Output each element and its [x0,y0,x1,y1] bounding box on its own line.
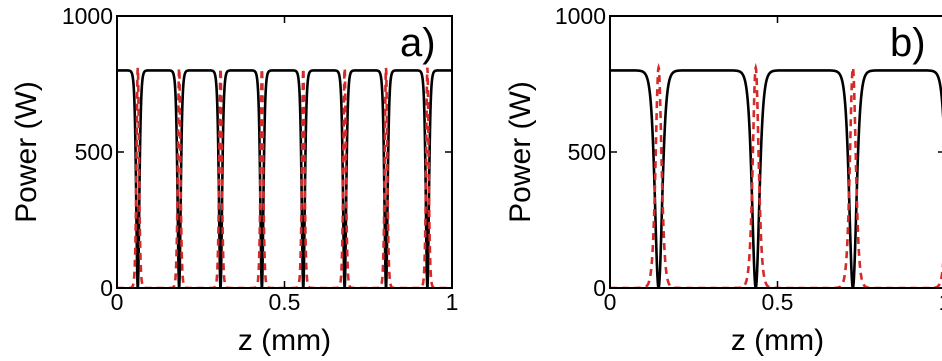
panel-a-y-tick-label: 1000 [62,3,113,29]
panel-b: 0 0.5 1 0 500 1000 z (mm) Power (W) b) [504,3,942,357]
panel-b-x-tick-label: 0.5 [762,289,794,315]
panel-b-series-solid-line [610,69,942,288]
panel-a-label: a) [400,21,436,65]
panel-b-y-tick-label: 500 [568,139,606,165]
panel-a: 0 0.5 1 0 500 1000 z (mm) Power (W) a) [10,3,458,357]
panel-a-x-tick-label: 0.5 [269,289,301,315]
panel-b-y-tick-label: 1000 [555,3,606,29]
panel-b-x-axis-label: z (mm) [731,324,824,357]
panel-b-x-tick-label: 1 [939,289,942,315]
panel-a-series-dashed-line [117,67,452,288]
panel-b-curves [610,62,942,288]
panel-a-y-tick-label: 500 [75,139,113,165]
panel-a-x-axis-label: z (mm) [238,324,331,357]
panel-a-curves [117,67,452,288]
panel-a-y-tick-label: 0 [100,275,113,301]
panel-b-y-axis-label: Power (W) [504,81,537,223]
panel-a-series-solid-line [117,69,452,288]
panel-b-x-tick-label: 0 [604,289,617,315]
panel-a-x-tick-label: 0 [111,289,124,315]
panel-a-y-axis-label: Power (W) [10,81,43,223]
panel-a-x-tick-label: 1 [446,289,459,315]
panel-b-label: b) [890,21,926,65]
panel-b-y-tick-label: 0 [593,275,606,301]
